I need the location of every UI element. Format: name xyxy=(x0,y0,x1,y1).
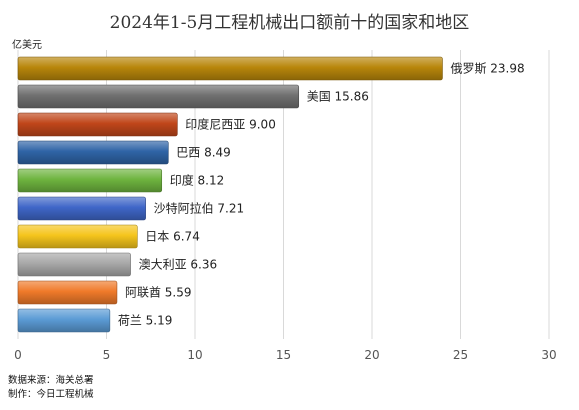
x-tick-label: 30 xyxy=(541,348,556,362)
bar-2 xyxy=(17,84,300,109)
unit-label: 亿美元 xyxy=(12,40,42,51)
bar-label-3: 印度尼西亚 9.00 xyxy=(185,117,276,132)
x-tick-label: 10 xyxy=(187,348,202,362)
data-source-note: 数据来源：海关总署 xyxy=(8,375,94,386)
bar-4 xyxy=(17,140,169,165)
bar-5 xyxy=(17,168,163,193)
x-axis-ticks: 0 5 10 15 20 25 30 xyxy=(14,348,556,362)
bar-label-7: 日本 6.74 xyxy=(145,230,200,244)
x-tick-label: 25 xyxy=(453,348,468,362)
bar-10 xyxy=(17,308,111,333)
x-tick-label: 0 xyxy=(14,348,22,362)
x-tick-label: 15 xyxy=(276,348,291,362)
bar-3 xyxy=(17,112,178,137)
x-tick-label: 20 xyxy=(364,348,379,362)
bar-label-5: 印度 8.12 xyxy=(170,173,225,188)
producer-note: 制作：今日工程机械 xyxy=(8,389,94,400)
bar-label-8: 澳大利亚 6.36 xyxy=(139,258,218,272)
bar-label-6: 沙特阿拉伯 7.21 xyxy=(154,201,245,216)
chart-title: 2024年1-5月工程机械出口额前十的国家和地区 xyxy=(109,13,470,33)
bar-8 xyxy=(17,252,131,277)
bar-label-10: 荷兰 5.19 xyxy=(118,314,173,328)
bar-label-9: 阿联酋 5.59 xyxy=(125,285,192,300)
bar-7 xyxy=(17,224,138,249)
bar-labels: 俄罗斯 23.98 美国 15.86 印度尼西亚 9.00 巴西 8.49 印度 8.1… xyxy=(118,62,525,328)
x-tick-label: 5 xyxy=(103,348,111,362)
bar-label-4: 巴西 8.49 xyxy=(176,146,231,160)
bar-9 xyxy=(17,280,118,305)
bar-label-2: 美国 15.86 xyxy=(307,90,369,104)
bar-6 xyxy=(17,196,146,221)
bar-label-1: 俄罗斯 23.98 xyxy=(450,62,524,76)
bars xyxy=(17,56,443,333)
bar-1 xyxy=(17,56,443,81)
